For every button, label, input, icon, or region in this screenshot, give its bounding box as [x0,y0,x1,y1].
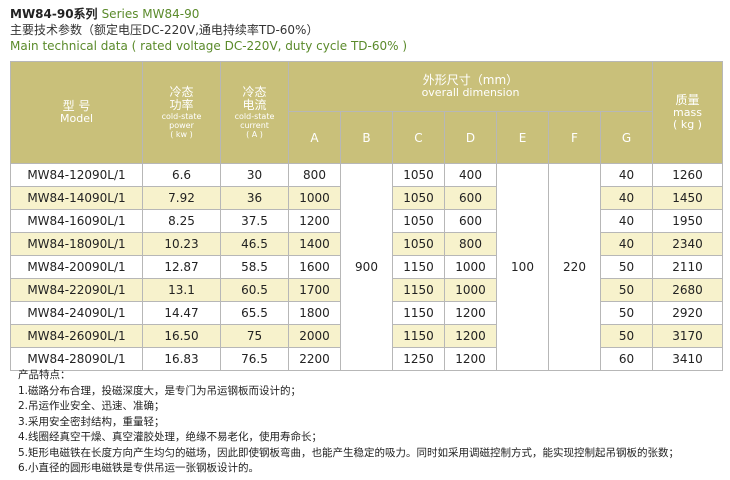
spec-table: 型 号 Model 冷态 功率 cold-state power ( kw ) … [10,61,723,371]
dim-b-merged: 900 [340,163,393,371]
feature-item: 3.采用安全密封结构，重量轻； [18,415,165,428]
feature-item: 6.小直径的圆形电磁铁是专供吊运一张钢板设计的。 [18,462,260,474]
feature-item: 2.吊运作业安全、迅速、准确； [18,400,165,412]
table-row: MW84-16090L/1 8.25 37.5 1200 1050 600 40… [10,209,723,233]
table-row: MW84-12090L/1 6.6 30 800 900 1050 400 10… [10,163,723,371]
feature-item: 5.矩形电磁铁在长度方向产生均匀的磁场，因此即使钢板弯曲，也能产生稳定的吸力。同… [18,446,680,459]
header-dim-g: G [600,111,653,164]
table-row: MW84-28090L/1 16.83 76.5 2200 1250 1200 … [10,347,723,371]
page-header: MW84-90系列 Series MW84-90 主要技术参数（额定电压DC-22… [10,6,725,54]
main-data-en: Main technical data ( rated voltage DC-2… [10,39,408,53]
feature-item: 4.线圈经真空干燥、真空灌胶处理，绝缘不易老化，使用寿命长； [18,431,323,443]
features-section: 产品特点： 1.磁路分布合理，投磁深度大，是专门为吊运钢板而设计的； 2.吊运作… [18,368,723,477]
series-zh: MW84-90系列 [10,7,98,21]
header-dim-d: D [444,111,497,164]
table-row: MW84-14090L/1 7.92 36 1000 1050 600 40 1… [10,186,723,210]
header-dim-b: B [340,111,393,164]
series-en: Series MW84-90 [101,7,200,21]
table-row: MW84-22090L/1 13.1 60.5 1700 1150 1000 5… [10,278,723,302]
features-title: 产品特点： [18,369,71,381]
header-model: 型 号 Model [10,61,143,164]
header-dim-e: E [496,111,549,164]
header-dimension: 外形尺寸（mm） overall dimension [288,61,653,112]
feature-item: 1.磁路分布合理，投磁深度大，是专门为吊运钢板而设计的； [18,384,302,397]
header-dim-f: F [548,111,601,164]
dim-f-merged: 220 [548,163,601,371]
main-data-zh: 主要技术参数（额定电压DC-220V,通电持续率TD-60%） [10,23,319,37]
header-mass: 质量 mass ( kg ) [652,61,723,164]
header-dim-a: A [288,111,341,164]
dim-e-merged: 100 [496,163,549,371]
header-power: 冷态 功率 cold-state power ( kw ) [142,61,221,164]
series-line: MW84-90系列 Series MW84-90 [10,6,725,22]
header-current: 冷态 电流 cold-state current ( A ) [220,61,289,164]
header-dim-c: C [392,111,445,164]
